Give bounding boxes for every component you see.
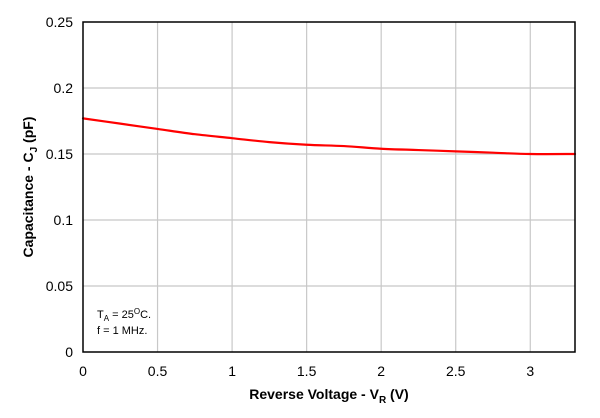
plot-area	[83, 22, 575, 352]
x-tick-label: 0	[79, 363, 87, 379]
x-tick-label: 1	[228, 363, 236, 379]
y-tick-label: 0.2	[54, 80, 74, 96]
x-tick-label: 2.5	[446, 363, 466, 379]
y-tick-label: 0.1	[54, 212, 74, 228]
x-tick-label: 3	[526, 363, 534, 379]
y-tick-label: 0	[65, 344, 73, 360]
y-tick-labels: 0 0.05 0.1 0.15 0.2 0.25	[46, 14, 73, 360]
x-tick-labels: 0 0.5 1 1.5 2 2.5 3	[79, 363, 534, 379]
y-axis-title: Capacitance - CJ (pF)	[20, 117, 40, 258]
y-tick-label: 0.25	[46, 14, 73, 30]
x-tick-label: 0.5	[148, 363, 168, 379]
y-axis-title-subscript: J	[29, 147, 40, 153]
x-tick-label: 2	[377, 363, 385, 379]
x-axis-title-unit: (V)	[386, 386, 409, 402]
x-tick-label: 1.5	[297, 363, 317, 379]
x-axis-title-subscript: R	[379, 395, 387, 406]
y-tick-label: 0.15	[46, 146, 73, 162]
conditions-note: TA = 25OC. f = 1 MHz.	[97, 307, 151, 337]
y-axis-title-main: Capacitance - C	[20, 152, 36, 257]
y-tick-label: 0.05	[46, 278, 73, 294]
series-group	[81, 117, 577, 156]
temperature-note: TA = 25OC.	[97, 307, 151, 323]
frequency-note: f = 1 MHz.	[97, 325, 147, 337]
grid-lines	[83, 22, 575, 352]
plot-frame	[82, 21, 576, 353]
series-line-0	[81, 117, 577, 156]
x-axis-title: Reverse Voltage - VR (V)	[249, 386, 408, 406]
y-axis-title-unit: (pF)	[20, 117, 36, 147]
x-axis-title-main: Reverse Voltage - V	[249, 386, 379, 402]
